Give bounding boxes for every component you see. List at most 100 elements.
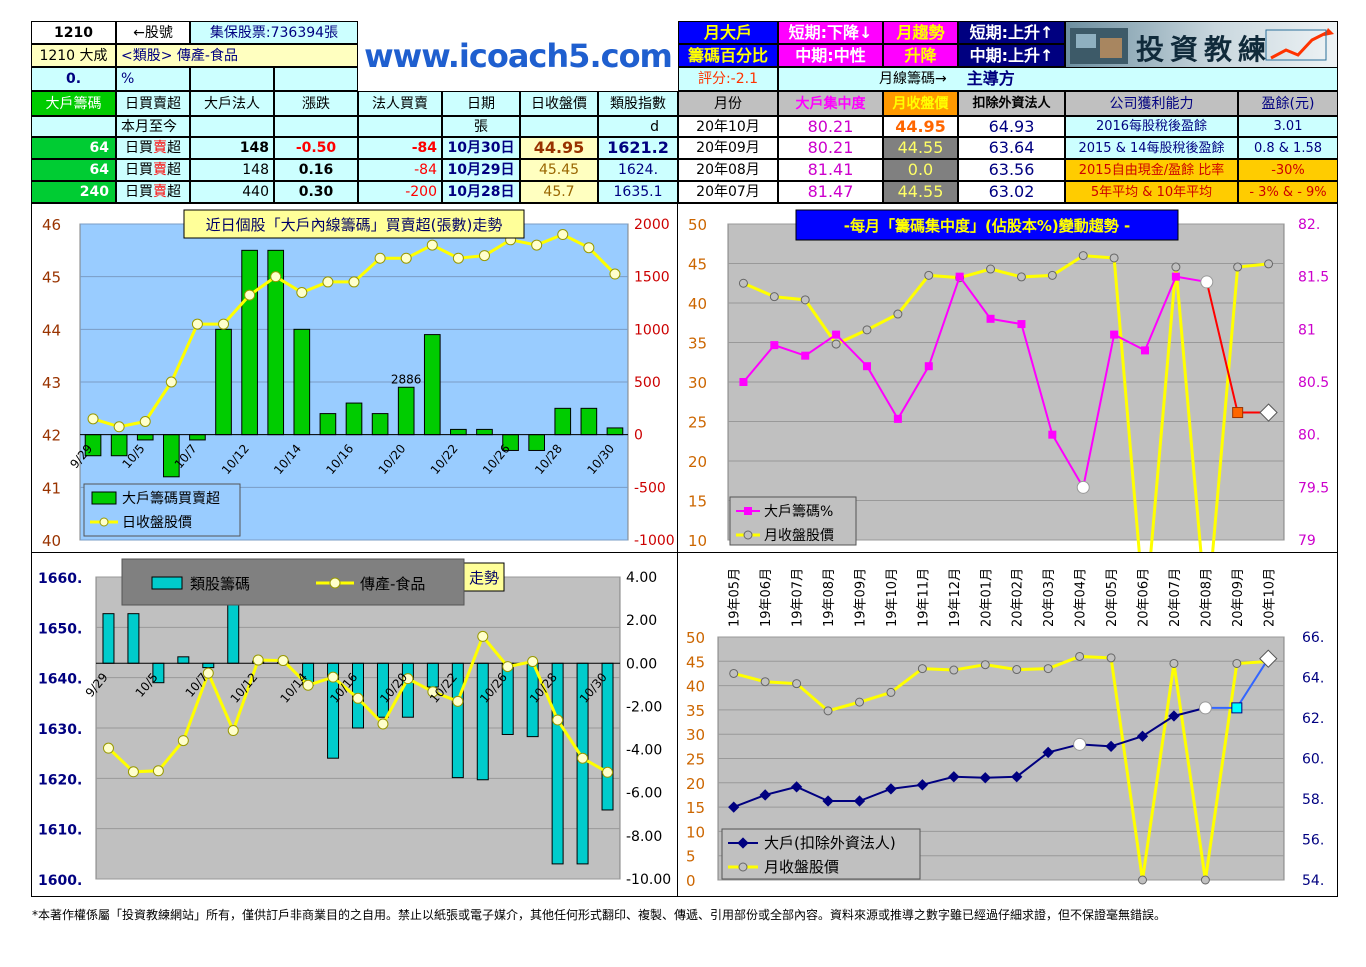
y-left-tick: 45 bbox=[686, 653, 705, 671]
y-right-tick: 79.5 bbox=[1298, 480, 1329, 496]
row-inst: -84 bbox=[358, 159, 442, 181]
row-label-c: 超 bbox=[167, 184, 181, 200]
y-right-tick: 0.00 bbox=[626, 656, 657, 672]
index-point bbox=[152, 765, 164, 777]
y-right-tick: 81 bbox=[1298, 322, 1316, 338]
bar bbox=[189, 434, 206, 441]
conc-cell: 80.21 bbox=[778, 116, 883, 137]
mtd-empty bbox=[31, 116, 116, 137]
row-label: 日買賣超 bbox=[116, 181, 190, 203]
y-right-tick: 79 bbox=[1298, 533, 1316, 549]
x-tick: 19年12月 bbox=[948, 568, 963, 627]
excl-point bbox=[1231, 702, 1243, 714]
bar bbox=[554, 407, 572, 436]
price-point bbox=[557, 229, 569, 241]
price-point bbox=[1043, 664, 1053, 674]
y-left-tick: 10 bbox=[686, 823, 705, 841]
index-point bbox=[277, 655, 289, 667]
footer-disclaimer: *本著作權係屬「投資教練網站」所有，僅供訂戶非商業目的之自用。禁止以紙張或電子媒… bbox=[32, 908, 1167, 922]
y-left-tick: 1620. bbox=[38, 772, 82, 788]
index-point bbox=[227, 725, 239, 737]
y-right-tick: 62. bbox=[1302, 711, 1324, 727]
chart-divider-h bbox=[31, 552, 1338, 553]
legend-label: 大戶(扣除外資法人) bbox=[764, 834, 896, 852]
row-inst: -84 bbox=[358, 137, 442, 159]
price-point bbox=[322, 276, 334, 288]
conc-point bbox=[863, 362, 871, 371]
y-right-tick: 2.00 bbox=[626, 613, 657, 629]
month-cell: 20年10月 bbox=[678, 116, 778, 137]
y-left-tick: 45 bbox=[688, 256, 707, 274]
excl-point bbox=[790, 781, 803, 793]
y-left-tick: 25 bbox=[686, 751, 705, 769]
price-point bbox=[986, 264, 996, 274]
x-tick: 20年06月 bbox=[1137, 568, 1152, 627]
price-point bbox=[296, 286, 308, 298]
chart-frame bbox=[31, 203, 1338, 897]
x-tick: 19年06月 bbox=[759, 568, 774, 627]
month-close-cell: 44.95 bbox=[883, 116, 958, 137]
index-point bbox=[502, 661, 514, 673]
excl-point bbox=[1011, 771, 1023, 783]
row-label-c: 超 bbox=[167, 140, 181, 156]
conc-point bbox=[739, 378, 748, 386]
y-right-tick: 1000 bbox=[634, 322, 670, 338]
y-right-tick: 4.00 bbox=[626, 570, 657, 586]
bar bbox=[476, 428, 493, 436]
y-right-tick: 2000 bbox=[634, 217, 670, 233]
price-point bbox=[1200, 875, 1210, 885]
y-right-tick: 82. bbox=[1298, 217, 1320, 233]
price-point bbox=[760, 677, 770, 687]
y-left-tick: 15 bbox=[688, 493, 707, 511]
price-point bbox=[1012, 665, 1022, 675]
stock-name: 1210 大成 bbox=[31, 44, 116, 67]
chart-daily-chip: 46 45 44 43 42 41 40 2000 1500 1000 500 0 -500 -1000 2… bbox=[42, 209, 675, 550]
bar bbox=[476, 662, 489, 781]
y-left-tick: 40 bbox=[42, 532, 61, 550]
price-point bbox=[1047, 270, 1057, 280]
site-url[interactable]: www.icoach5.com bbox=[364, 37, 673, 75]
price-point bbox=[769, 292, 779, 302]
x-tick: 20年07月 bbox=[1168, 568, 1183, 627]
index-point bbox=[577, 752, 589, 764]
price-point bbox=[855, 697, 864, 707]
conc-point bbox=[986, 314, 995, 323]
bar bbox=[102, 613, 115, 664]
empty-cell bbox=[274, 67, 358, 91]
excl-point bbox=[1073, 737, 1087, 751]
price-point bbox=[400, 252, 412, 264]
y-left-tick: 1630. bbox=[38, 722, 82, 738]
conc-point bbox=[1232, 407, 1244, 419]
col-header-month: 月份 bbox=[678, 91, 778, 116]
col-header-date: 日期 bbox=[442, 91, 520, 116]
price-point bbox=[1078, 251, 1088, 261]
profit-label: 5年平均 & 10年平均 bbox=[1065, 181, 1238, 203]
price-point bbox=[139, 416, 151, 427]
legend-swatch-point bbox=[738, 862, 748, 872]
month-cell: 20年07月 bbox=[678, 181, 778, 203]
bar bbox=[450, 428, 467, 436]
zero-value: 0. bbox=[31, 67, 116, 91]
index-point bbox=[377, 718, 389, 730]
row-date: 10月30日 bbox=[442, 137, 520, 159]
row-label: 日買賣超 bbox=[116, 137, 190, 159]
bar bbox=[551, 662, 564, 865]
price-point bbox=[478, 250, 490, 262]
index-point bbox=[402, 673, 414, 685]
legend-swatch-bar bbox=[91, 491, 117, 505]
price-point bbox=[165, 376, 177, 388]
dominant-label: 主導方 bbox=[966, 69, 1015, 88]
conc-point bbox=[924, 362, 933, 371]
row-big: 440 bbox=[190, 181, 274, 203]
index-point bbox=[102, 742, 114, 754]
bar bbox=[241, 249, 258, 436]
price-point bbox=[1075, 651, 1085, 661]
y-right-tick: 0 bbox=[634, 428, 643, 444]
index-point bbox=[527, 656, 539, 668]
index-point bbox=[327, 671, 339, 683]
conc-point bbox=[1110, 330, 1119, 339]
row-label-a: 日買 bbox=[125, 184, 153, 200]
legend-swatch-point bbox=[329, 577, 341, 589]
excl-cell: 63.64 bbox=[958, 137, 1065, 159]
row-close: 44.95 bbox=[520, 137, 598, 159]
